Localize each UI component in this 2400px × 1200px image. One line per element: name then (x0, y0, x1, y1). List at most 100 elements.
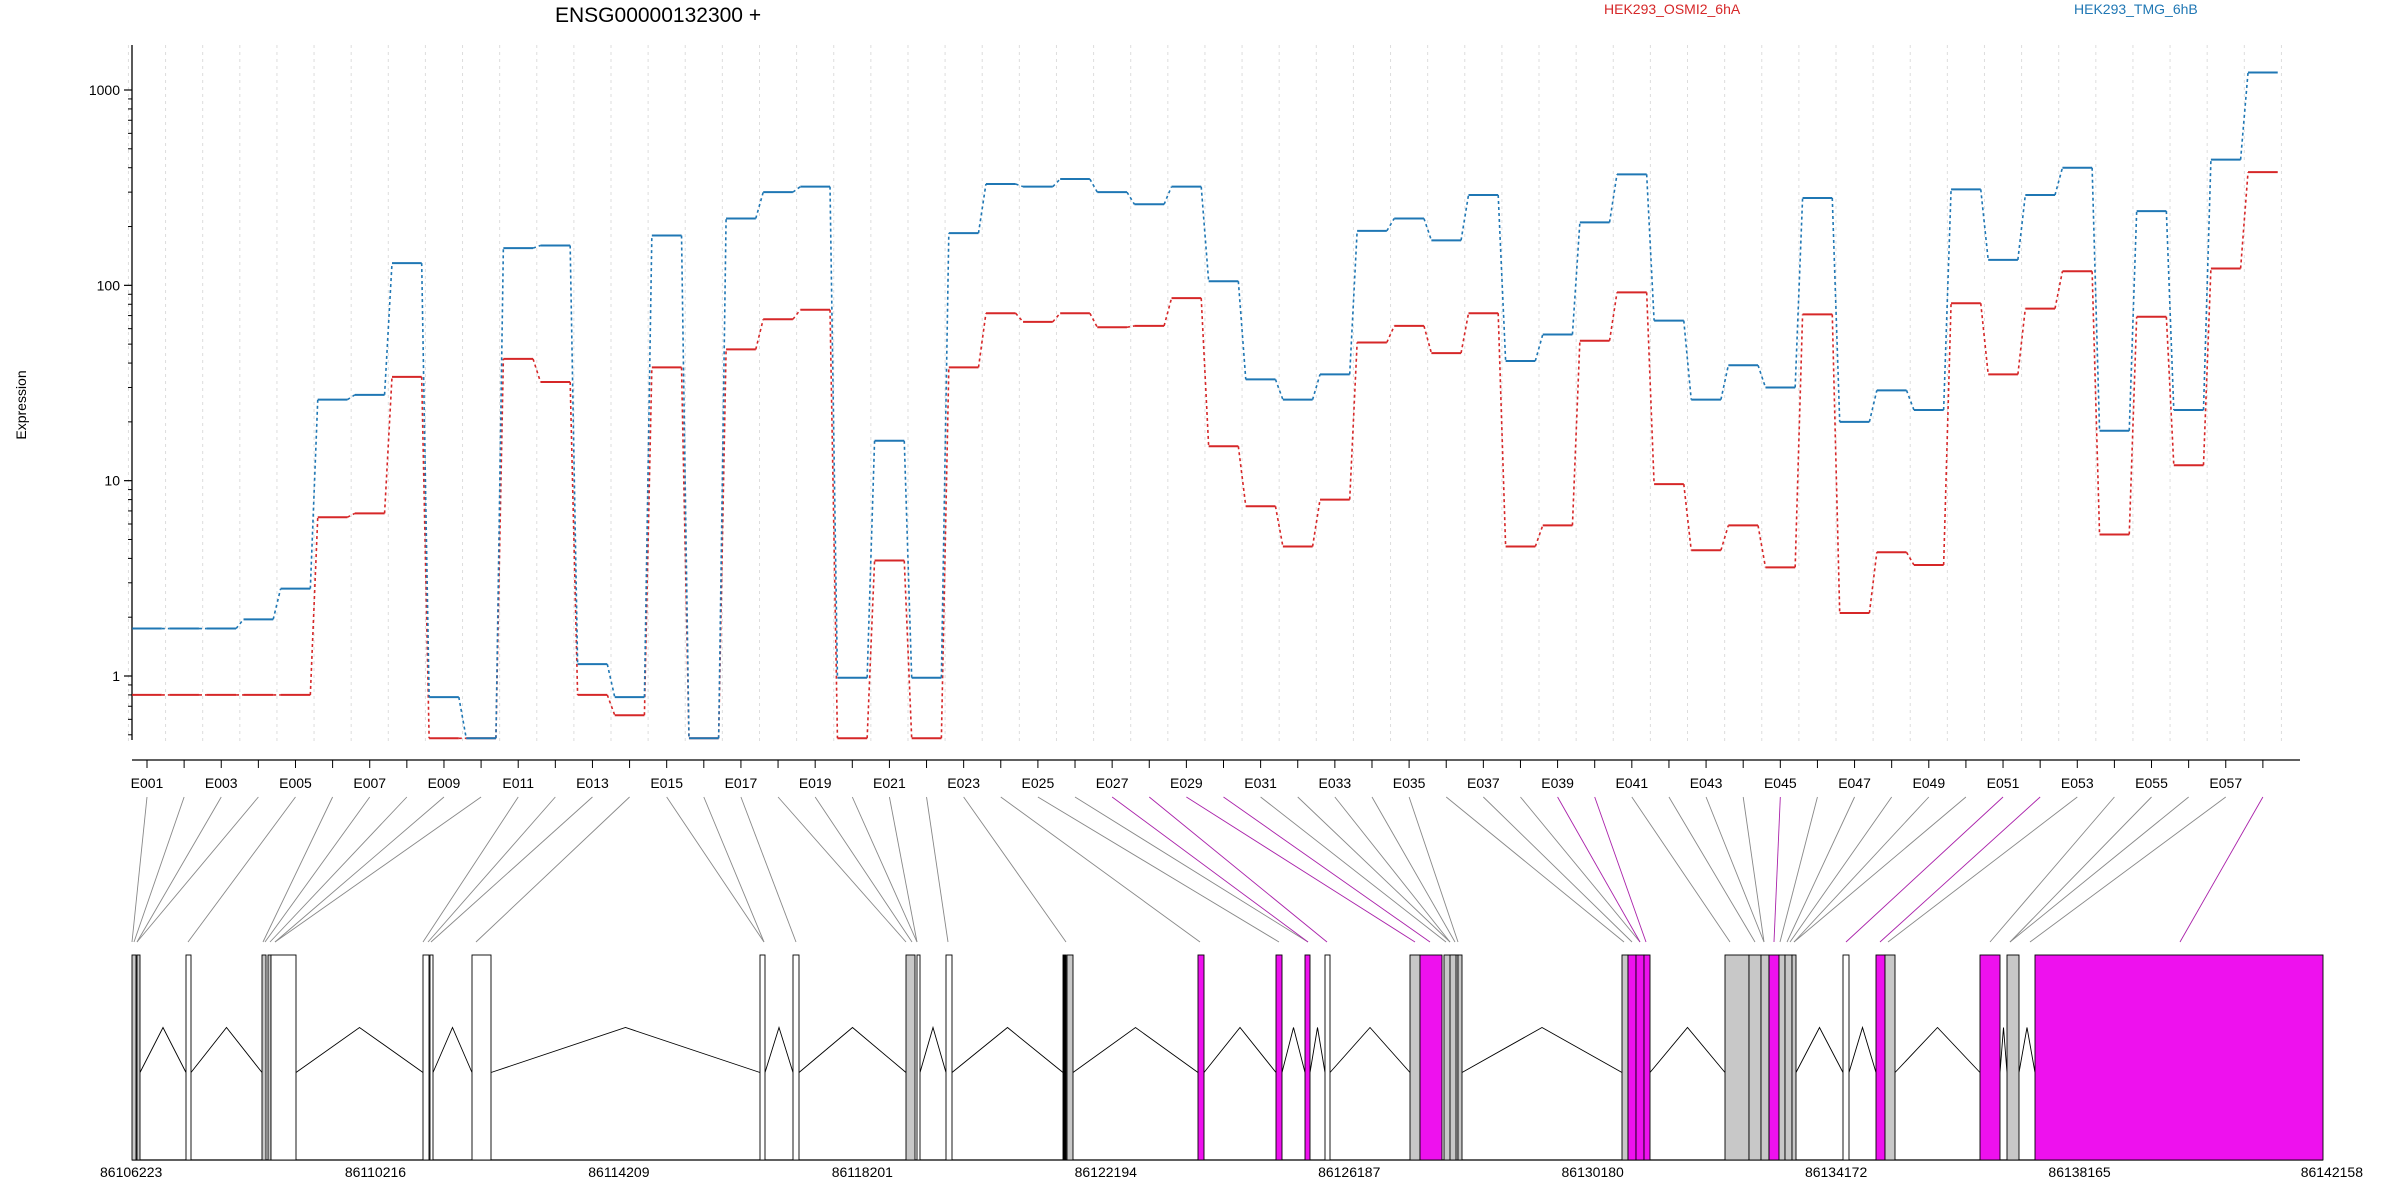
exon-block (759, 954, 766, 1161)
exon-block (270, 954, 297, 1161)
exon-block (1791, 954, 1797, 1161)
expression-connector (1868, 390, 1878, 423)
intron-line (295, 1026, 424, 1073)
exon-block (1635, 954, 1645, 1161)
expression-connector (829, 186, 839, 678)
exon-connector-line (1148, 796, 1328, 943)
exon-connector-line (1297, 796, 1451, 943)
exon-connector-line (1037, 796, 1280, 943)
exon-connector-line (1594, 796, 1647, 943)
expression-connector (1757, 364, 1767, 388)
exon-block (1768, 954, 1780, 1161)
expression-connector (680, 367, 690, 739)
exon-block (1875, 954, 1886, 1161)
expression-connector (1794, 314, 1804, 568)
exon-tick-label: E025 (1022, 775, 1055, 791)
intron-line (190, 1026, 263, 1073)
expression-connector (2017, 194, 2027, 260)
exon-connector-line (264, 796, 371, 943)
expression-connector (1608, 174, 1618, 223)
expression-connector (643, 235, 653, 698)
exon-connector-line (2179, 796, 2264, 943)
intron-line (1281, 1027, 1306, 1073)
expression-connector (2239, 172, 2249, 269)
exon-tick-label: E037 (1467, 775, 1500, 791)
expression-connector (309, 399, 319, 589)
expression-connector (792, 309, 801, 320)
exon-connector-line (1074, 796, 1309, 943)
exon-connector-line (136, 796, 259, 943)
exon-connector-line (1371, 796, 1456, 943)
intron-line (764, 1025, 794, 1073)
intron-line (432, 1026, 473, 1073)
expression-connector (1645, 174, 1655, 321)
expression-connector (383, 376, 393, 514)
series-osmi2 (132, 171, 2278, 740)
intron-line (1461, 1026, 1623, 1073)
exon-connector-line (1000, 796, 1201, 943)
exon-tick-label: E057 (2209, 775, 2242, 791)
expression-connector (1534, 334, 1544, 362)
exon-connector-line (666, 796, 765, 943)
exon-block (136, 954, 141, 1161)
legend-entry-tmg: HEK293_TMG_6hB (2074, 1, 2198, 17)
intron-line (1894, 1026, 1981, 1073)
expression-connector (347, 394, 356, 401)
exon-tick-label: E055 (2135, 775, 2168, 791)
genomic-coordinate-label: 86138165 (2048, 1164, 2111, 1180)
expression-connector (717, 349, 727, 739)
exon-block (1979, 954, 2001, 1161)
expression-connector (1831, 314, 1841, 614)
expression-connector (420, 263, 430, 698)
exon-connector-line (2029, 796, 2227, 943)
expression-connector (1683, 484, 1693, 551)
exon-connector-line (1989, 796, 2115, 943)
expression-connector (1497, 194, 1507, 362)
exon-block (1643, 954, 1651, 1161)
exon-tick-label: E031 (1244, 775, 1277, 791)
expression-connector (1274, 506, 1284, 547)
exon-connector-line (133, 796, 185, 943)
expression-connector (1089, 178, 1098, 193)
exon-block (1304, 954, 1311, 1161)
axes: 1 10 100 1000 E001 E003 E005 E007 E009 E011 E013 E0… (89, 45, 2300, 791)
legend-entry-osmi2: HEK293_OSMI2_6hA (1604, 1, 1741, 17)
exon-tick-label: E027 (1096, 775, 1129, 791)
exon-block (1884, 954, 1896, 1161)
exon-tick-label: E013 (576, 775, 609, 791)
expression-connector (532, 244, 541, 249)
expression-connector (1126, 325, 1135, 329)
exon-block (429, 954, 434, 1161)
y-axis-label: Expression (13, 370, 29, 439)
exon-connector-line (1668, 796, 1756, 943)
intron-line (2018, 1027, 2036, 1073)
expression-connector (755, 191, 764, 219)
exon-connector-line (430, 796, 593, 943)
exon-block (1724, 954, 1750, 1161)
expression-connector (1497, 313, 1507, 547)
intron-line (1329, 1026, 1411, 1073)
exon-block (1784, 954, 1793, 1161)
expression-connector (643, 367, 653, 716)
expression-connector (2165, 211, 2175, 411)
expression-connector (1905, 390, 1915, 411)
exon-block (1449, 954, 1457, 1161)
exon-connector-line (274, 796, 445, 943)
expression-connector (2054, 271, 2064, 309)
exon-connector-line (1557, 796, 1641, 943)
expression-connector (272, 588, 282, 620)
exon-connector-line (740, 796, 797, 943)
expression-connector (347, 512, 356, 518)
exon-tick-label: E009 (428, 775, 461, 791)
series-lines (132, 71, 2278, 740)
expression-connector (1200, 186, 1210, 282)
series-tmg (132, 71, 2278, 740)
exon-block (1748, 954, 1762, 1161)
exon-connector-line (262, 796, 334, 943)
exon-block (916, 954, 921, 1161)
exon-tick-label: E041 (1615, 775, 1648, 791)
exon-connector-line (1223, 796, 1431, 943)
exon-tick-label: E017 (725, 775, 758, 791)
exon-tick-label: E053 (2061, 775, 2094, 791)
expression-connector (2091, 167, 2101, 431)
